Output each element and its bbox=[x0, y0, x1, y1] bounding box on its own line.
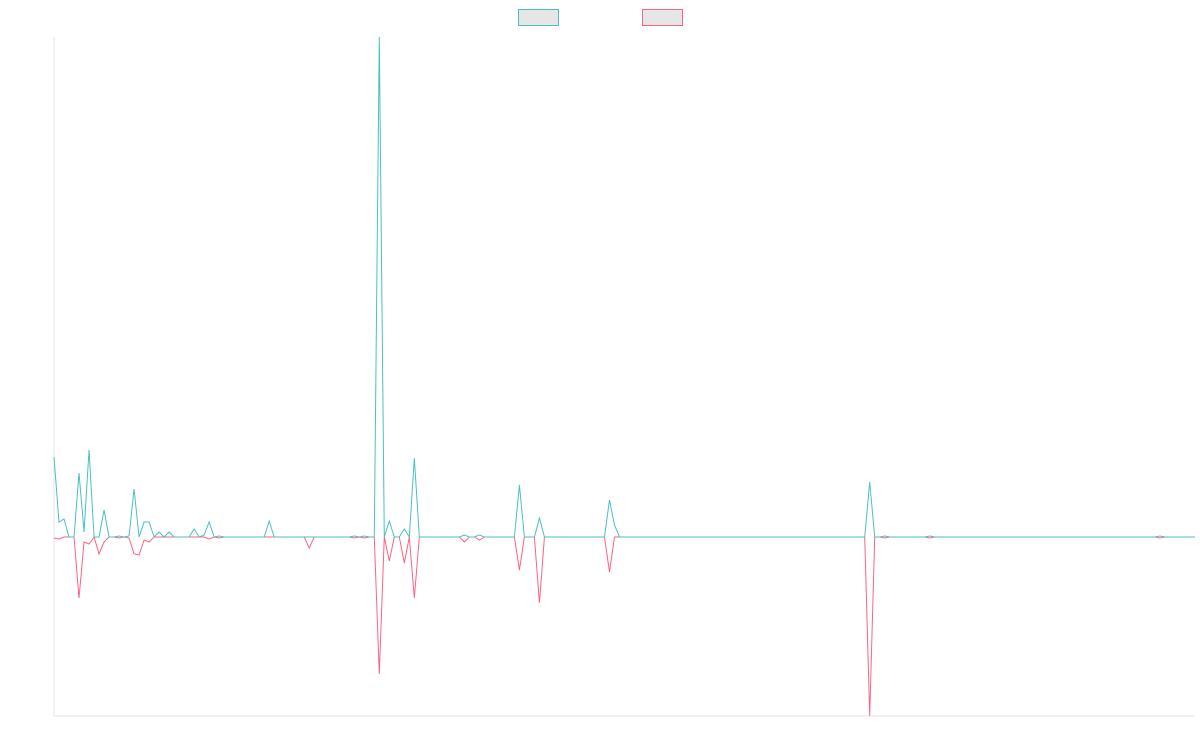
series-line bbox=[53, 535, 1195, 717]
legend-swatch[interactable] bbox=[518, 9, 559, 26]
series-line bbox=[53, 36, 1195, 539]
legend-swatch[interactable] bbox=[642, 9, 683, 26]
